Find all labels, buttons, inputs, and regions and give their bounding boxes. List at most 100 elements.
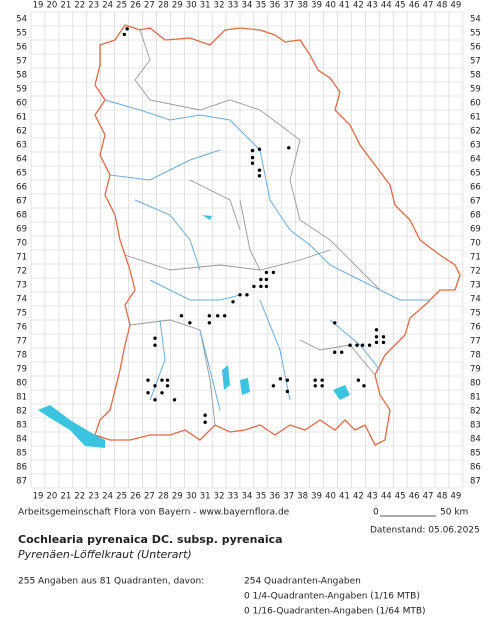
row-label: 83 bbox=[16, 421, 27, 431]
occurrence-dot bbox=[381, 340, 386, 345]
occurrence-dot bbox=[215, 314, 220, 318]
row-label: 74 bbox=[470, 295, 481, 305]
column-label: 29 bbox=[172, 1, 183, 11]
row-label: 77 bbox=[470, 337, 481, 347]
row-label: 71 bbox=[470, 253, 481, 263]
column-label: 49 bbox=[450, 492, 461, 502]
occurrence-dot bbox=[285, 378, 290, 382]
row-label: 56 bbox=[470, 43, 481, 53]
occurrence-dot bbox=[146, 391, 150, 395]
occurrence-dot bbox=[285, 389, 290, 394]
column-label: 36 bbox=[269, 1, 280, 11]
occurrence-dot bbox=[188, 321, 192, 325]
bavaria-border bbox=[94, 24, 461, 446]
row-label: 67 bbox=[470, 197, 481, 207]
occurrence-dot bbox=[362, 384, 366, 388]
column-label: 40 bbox=[325, 492, 336, 502]
column-label: 22 bbox=[74, 492, 85, 502]
row-label: 66 bbox=[16, 183, 27, 193]
occurrence-dot bbox=[250, 155, 255, 160]
count: 0 1/16-Quadranten-Angaben (1/64 MTB) bbox=[244, 607, 426, 617]
row-label: 62 bbox=[16, 127, 27, 137]
column-label: 44 bbox=[381, 492, 392, 502]
district-borders bbox=[124, 29, 401, 426]
column-label: 36 bbox=[269, 492, 280, 502]
column-label: 33 bbox=[228, 492, 239, 502]
column-label: 25 bbox=[116, 492, 127, 502]
occurrence-dot bbox=[203, 413, 207, 417]
occurrence-dot bbox=[257, 147, 262, 151]
column-label: 33 bbox=[228, 1, 239, 11]
occurrences bbox=[122, 27, 386, 424]
occurrence-dot bbox=[271, 270, 276, 275]
row-label: 61 bbox=[470, 113, 481, 123]
lake-constance bbox=[38, 405, 105, 448]
column-label: 21 bbox=[60, 1, 71, 11]
row-label: 86 bbox=[16, 463, 27, 473]
row-label: 69 bbox=[16, 225, 27, 235]
row-label: 68 bbox=[16, 211, 27, 221]
column-label: 19 bbox=[33, 492, 44, 502]
row-label: 64 bbox=[16, 155, 27, 165]
occurrence-dot bbox=[374, 335, 379, 339]
row-label: 80 bbox=[16, 379, 27, 389]
column-label: 23 bbox=[88, 492, 99, 502]
row-label: 78 bbox=[16, 351, 27, 361]
occurrence-dot bbox=[222, 314, 227, 318]
subtitle: Pyrenäen-Löffelkraut (Unterart) bbox=[18, 548, 192, 561]
row-label: 75 bbox=[16, 309, 27, 319]
row-label: 79 bbox=[16, 365, 27, 375]
occurrence-dot bbox=[252, 284, 256, 289]
occurrence-dot bbox=[125, 27, 129, 31]
occurrence-dot bbox=[360, 343, 365, 347]
summary: 255 Angaben aus 81 Quadranten, davon: bbox=[18, 577, 204, 587]
column-label: 28 bbox=[158, 492, 169, 502]
occurrence-dot bbox=[245, 293, 249, 297]
occurrence-dot bbox=[264, 284, 269, 289]
row-label: 78 bbox=[470, 351, 481, 361]
row-label: 83 bbox=[470, 421, 481, 431]
count: 254 Quadranten-Angaben bbox=[244, 577, 361, 587]
occurrence-dot bbox=[287, 146, 291, 150]
occurrence-dot bbox=[250, 148, 255, 153]
row-label: 69 bbox=[470, 225, 481, 235]
column-label: 45 bbox=[395, 1, 406, 11]
row-label: 72 bbox=[16, 267, 27, 277]
column-label: 37 bbox=[283, 1, 294, 11]
rivers bbox=[104, 99, 430, 411]
occurrence-dot bbox=[122, 32, 127, 37]
row-label: 59 bbox=[16, 85, 27, 95]
row-label: 75 bbox=[470, 309, 481, 319]
row-label: 73 bbox=[16, 281, 27, 291]
row-label: 85 bbox=[16, 449, 27, 459]
row-label: 87 bbox=[470, 477, 481, 487]
row-label: 73 bbox=[470, 281, 481, 291]
column-label: 30 bbox=[186, 1, 197, 11]
row-label: 70 bbox=[16, 239, 27, 249]
row-label: 74 bbox=[16, 295, 27, 305]
column-label: 19 bbox=[33, 1, 44, 11]
occurrence-dot bbox=[203, 420, 207, 424]
source: Arbeitsgemeinschaft Flora von Bayern - w… bbox=[18, 508, 290, 518]
column-label: 34 bbox=[242, 1, 253, 11]
row-label: 79 bbox=[470, 365, 481, 375]
row-label: 71 bbox=[16, 253, 27, 263]
row-label: 77 bbox=[16, 337, 27, 347]
occurrence-dot bbox=[320, 384, 324, 388]
occurrence-dot bbox=[264, 277, 269, 282]
row-label: 76 bbox=[16, 323, 27, 333]
occurrence-dot bbox=[271, 384, 276, 388]
date: Datenstand: 05.06.2025 bbox=[370, 526, 480, 536]
column-label: 34 bbox=[242, 492, 253, 502]
row-label: 81 bbox=[470, 393, 481, 403]
row-label: 55 bbox=[470, 29, 481, 39]
row-label: 85 bbox=[470, 449, 481, 459]
row-label: 57 bbox=[470, 57, 481, 67]
column-label: 38 bbox=[297, 492, 308, 502]
occurrence-dot bbox=[165, 384, 170, 388]
column-label: 29 bbox=[172, 492, 183, 502]
column-label: 26 bbox=[130, 492, 141, 502]
row-label: 58 bbox=[470, 71, 481, 81]
column-label: 28 bbox=[158, 1, 169, 11]
row-label: 76 bbox=[470, 323, 481, 333]
